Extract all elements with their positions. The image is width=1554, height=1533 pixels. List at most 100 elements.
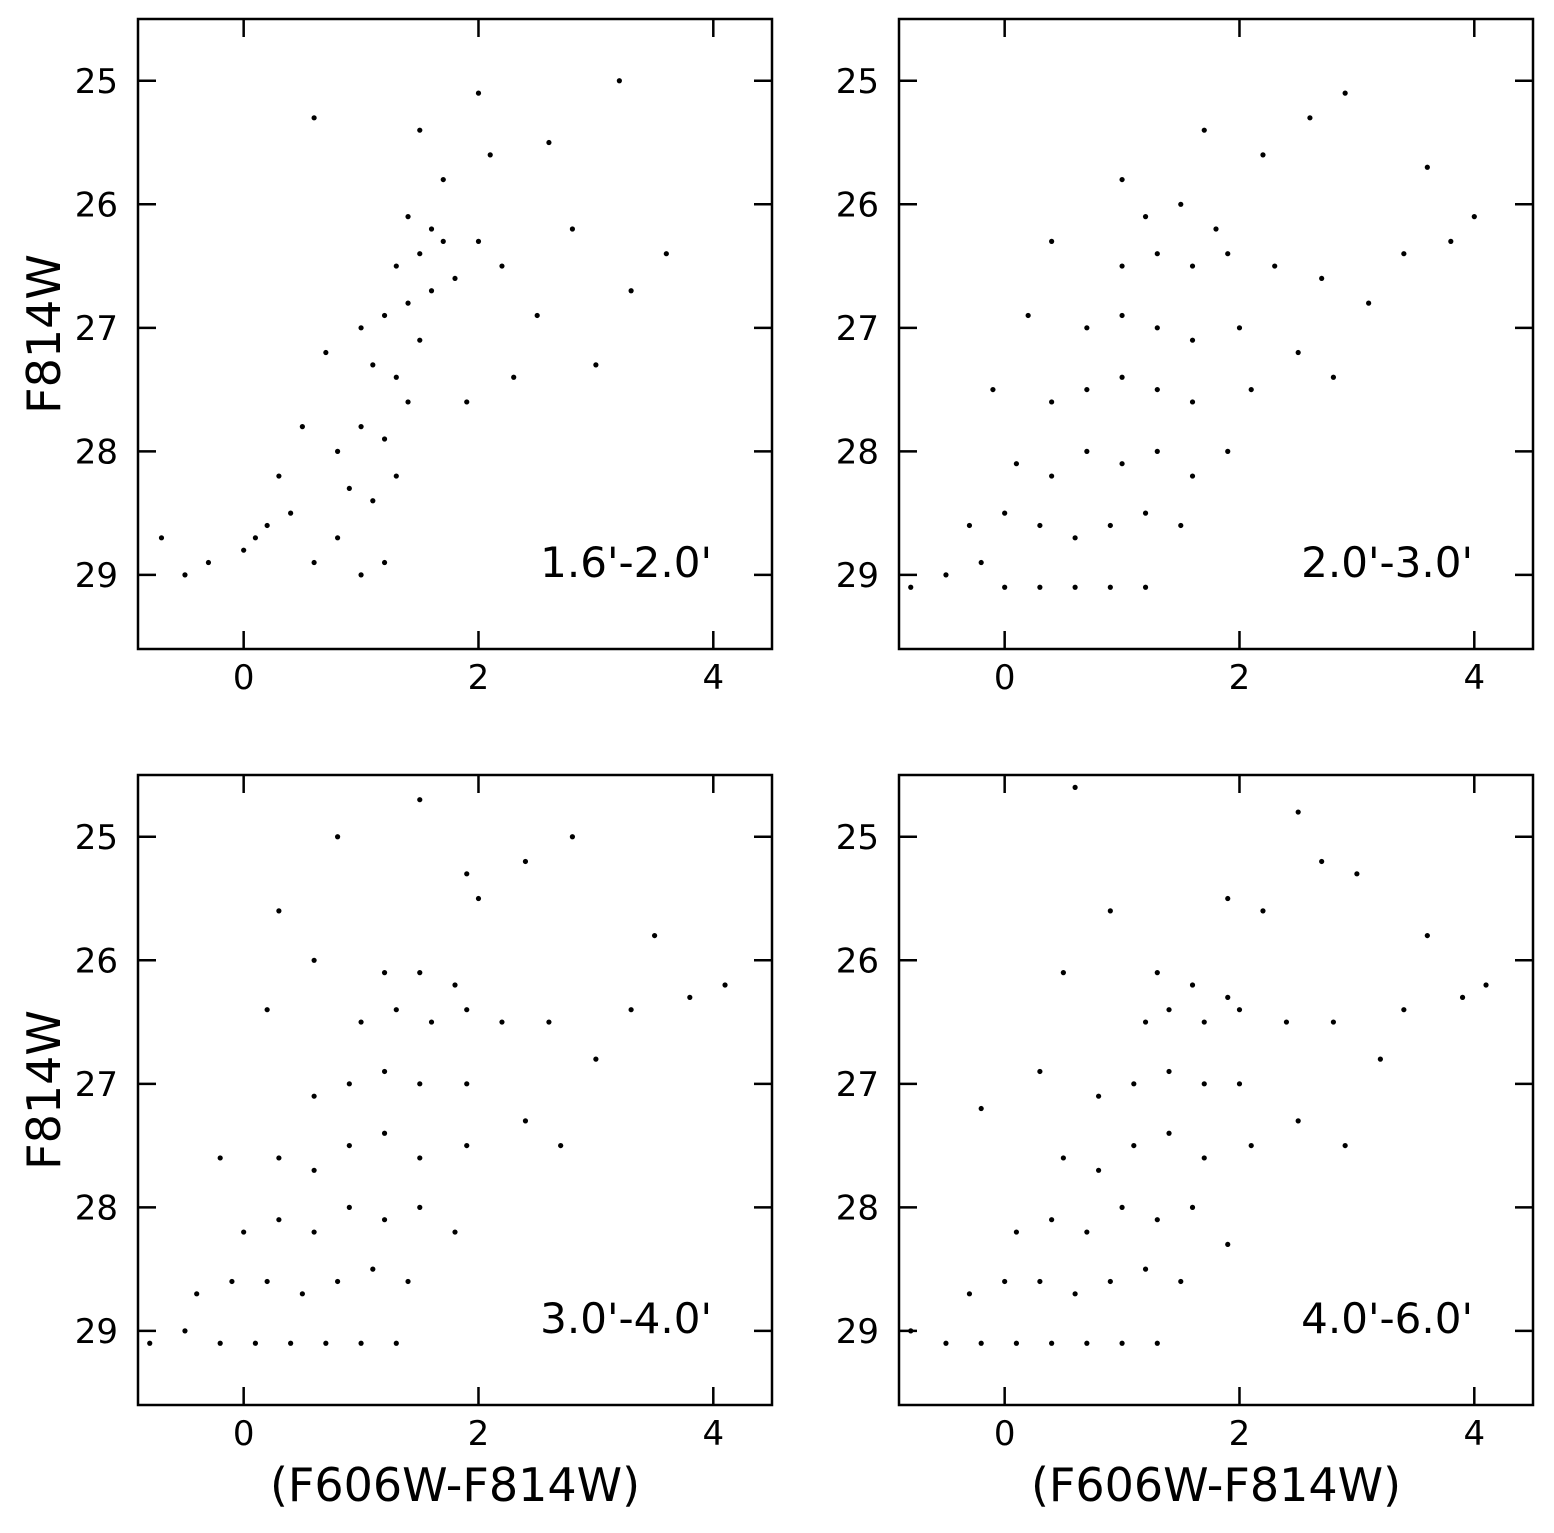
scatter-point: [1166, 1007, 1172, 1013]
scatter-point: [311, 1229, 317, 1235]
scatter-point: [1142, 584, 1149, 590]
scatter-point: [440, 176, 446, 183]
scatter-point: [1072, 784, 1078, 790]
scatter-point: [1142, 1019, 1149, 1025]
annotation: 2.0'-3.0': [1301, 538, 1473, 587]
scatter-point: [417, 1081, 423, 1087]
scatter-point: [1049, 1340, 1055, 1346]
scatter-point: [1084, 386, 1090, 393]
axes-frame: [136, 17, 774, 651]
scatter-point: [1119, 176, 1125, 183]
scatter-point: [299, 1291, 305, 1297]
scatter-point: [147, 1340, 153, 1346]
scatter-point: [299, 424, 305, 430]
scatter-point: [1401, 251, 1407, 257]
scatter-point: [1366, 300, 1372, 306]
scatter-point: [358, 325, 364, 331]
scatter-point: [1131, 1081, 1137, 1087]
scatter-point: [1295, 349, 1301, 356]
scatter-point: [334, 448, 341, 454]
scatter-point: [405, 214, 411, 220]
x-axis-label: (F606W-F814W): [1031, 1458, 1401, 1512]
scatter-point: [1084, 325, 1090, 331]
scatter-point: [393, 374, 399, 380]
scatter-point: [1295, 809, 1301, 815]
scatter-point: [370, 1266, 376, 1272]
scatter-point: [1037, 522, 1043, 529]
x-tick-label: 4: [702, 1414, 724, 1454]
scatter-point: [358, 572, 364, 578]
scatter-point: [393, 1007, 399, 1013]
scatter-point: [1236, 1081, 1243, 1087]
scatter-point: [1107, 1278, 1113, 1285]
scatter-point: [1189, 263, 1196, 269]
scatter-point: [1189, 1204, 1196, 1210]
y-tick-label: 26: [836, 185, 879, 225]
x-axis-label: (F606W-F814W): [270, 1458, 640, 1512]
scatter-point: [569, 834, 576, 840]
scatter-point: [978, 1105, 984, 1112]
scatter-point: [464, 1007, 470, 1013]
scatter-point: [381, 559, 388, 566]
scatter-point: [428, 288, 435, 294]
scatter-point: [464, 871, 470, 877]
scatter-point: [241, 547, 247, 553]
scatter-point: [1013, 1340, 1020, 1346]
scatter-point: [440, 238, 446, 244]
scatter-point: [1154, 251, 1160, 257]
scatter-point: [1225, 994, 1231, 1000]
x-tick-label: 0: [233, 1414, 255, 1454]
scatter-point: [1166, 1068, 1172, 1075]
scatter-point: [381, 436, 388, 442]
scatter-point: [943, 1340, 949, 1346]
scatter-point: [1013, 1229, 1020, 1235]
scatter-point: [1142, 214, 1149, 220]
scatter-point: [381, 1068, 388, 1075]
scatter-point: [417, 797, 423, 803]
scatter-point: [417, 337, 423, 343]
scatter-point: [593, 1056, 599, 1062]
y-tick-label: 29: [75, 1312, 118, 1352]
scatter-point: [334, 834, 341, 840]
scatter-point: [1248, 386, 1254, 393]
scatter-point: [1272, 263, 1278, 269]
scatter-point: [1189, 337, 1196, 343]
x-tick-label: 4: [1463, 1414, 1485, 1454]
scatter-point: [628, 1007, 634, 1013]
scatter-point: [1072, 535, 1078, 541]
scatter-point: [1354, 871, 1360, 877]
scatter-point: [1471, 214, 1477, 220]
x-tick-label: 2: [468, 1414, 490, 1454]
scatter-point: [908, 584, 914, 590]
x-tick-label: 0: [994, 658, 1016, 698]
scatter-point: [1189, 982, 1196, 988]
scatter-point: [1119, 1204, 1125, 1210]
scatter-point: [217, 1155, 223, 1161]
scatter-point: [1142, 510, 1149, 516]
scatter-point: [1178, 201, 1184, 207]
y-tick-label: 25: [75, 62, 118, 102]
scatter-point: [1131, 1142, 1137, 1149]
scatter-point: [990, 386, 996, 393]
x-tick-label: 0: [233, 658, 255, 698]
scatter-point: [276, 1217, 282, 1223]
scatter-point: [288, 1340, 294, 1346]
scatter-point: [522, 858, 529, 865]
scatter-point: [1060, 970, 1066, 976]
scatter-point: [264, 1007, 270, 1013]
scatter-point: [1154, 386, 1160, 393]
axes-frame: [136, 773, 774, 1407]
scatter-point: [1201, 1081, 1207, 1087]
scatter-point: [1225, 895, 1231, 902]
scatter-point: [452, 275, 458, 282]
scatter-point: [381, 312, 388, 319]
scatter-point: [1002, 1278, 1008, 1285]
scatter-point: [593, 362, 599, 368]
scatter-point: [1119, 312, 1125, 319]
y-tick-label: 28: [75, 432, 118, 472]
scatter-point: [1283, 1019, 1290, 1025]
annotation: 1.6'-2.0': [540, 538, 712, 587]
scatter-point: [1119, 461, 1125, 467]
scatter-point: [452, 982, 458, 988]
scatter-point: [1424, 164, 1430, 170]
